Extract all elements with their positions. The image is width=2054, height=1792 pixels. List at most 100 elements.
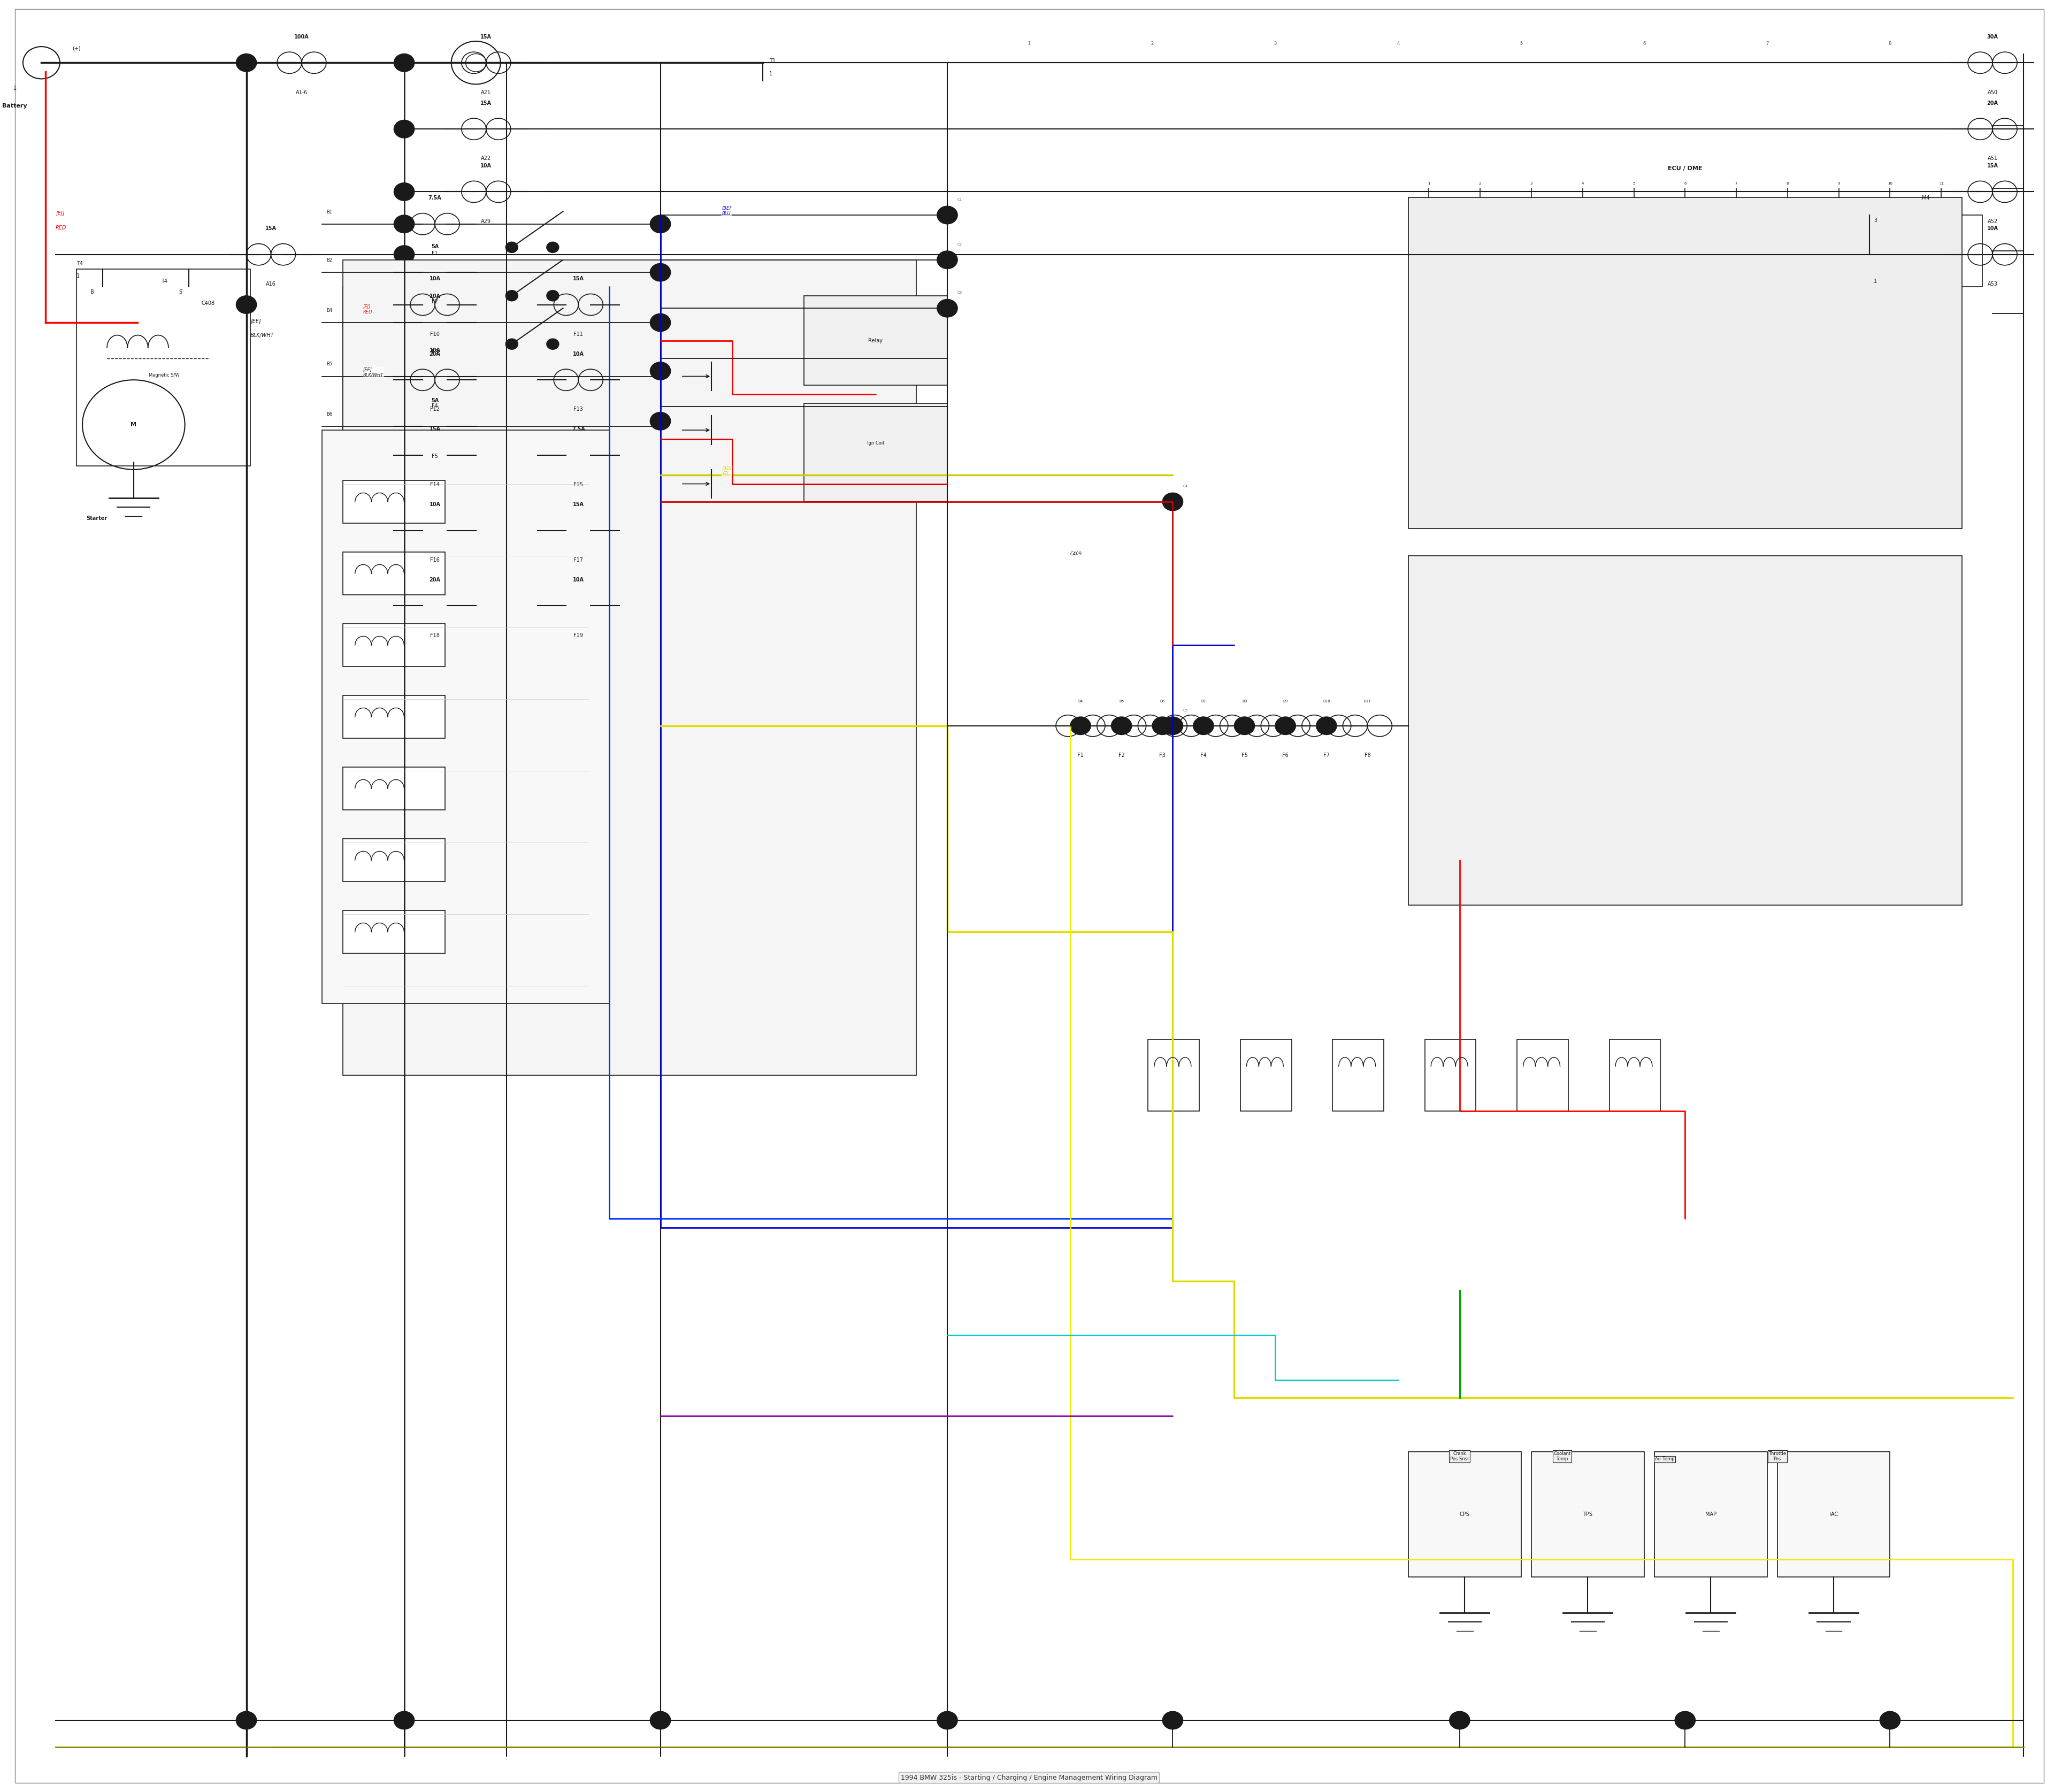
Text: C408: C408 xyxy=(201,301,216,306)
Circle shape xyxy=(1163,717,1183,735)
Text: Magnetic S/W: Magnetic S/W xyxy=(150,373,181,378)
Text: 10: 10 xyxy=(1888,183,1892,185)
Text: 11: 11 xyxy=(1939,183,1943,185)
Bar xyxy=(1653,1452,1766,1577)
Text: F2: F2 xyxy=(1117,753,1126,758)
Circle shape xyxy=(651,263,670,281)
Text: S: S xyxy=(179,290,183,296)
Bar xyxy=(1425,1039,1477,1111)
Text: A53: A53 xyxy=(1988,281,1999,287)
Text: 15A: 15A xyxy=(481,34,491,39)
Text: 20A: 20A xyxy=(429,351,440,357)
Text: B6: B6 xyxy=(327,412,333,418)
Text: 6: 6 xyxy=(1684,183,1686,185)
Text: 100A: 100A xyxy=(294,34,308,39)
Circle shape xyxy=(505,242,518,253)
Circle shape xyxy=(937,299,957,317)
Text: B6: B6 xyxy=(1161,701,1165,702)
Bar xyxy=(1518,1039,1569,1111)
Text: 3: 3 xyxy=(1873,219,1877,224)
Bar xyxy=(343,910,446,953)
Circle shape xyxy=(937,1711,957,1729)
Text: B8: B8 xyxy=(1243,701,1247,702)
Text: 20A: 20A xyxy=(1986,100,1999,106)
Text: 8: 8 xyxy=(1787,183,1789,185)
Text: F13: F13 xyxy=(573,407,583,412)
Bar xyxy=(1148,1039,1200,1111)
Text: 7.5A: 7.5A xyxy=(571,426,585,432)
Circle shape xyxy=(1193,717,1214,735)
Text: F12: F12 xyxy=(429,407,440,412)
Circle shape xyxy=(1674,1711,1695,1729)
Bar xyxy=(343,260,916,1075)
Circle shape xyxy=(505,339,518,349)
Text: [BD]
YEL: [BD] YEL xyxy=(721,466,731,477)
Text: Ign Coil: Ign Coil xyxy=(867,441,883,446)
Bar xyxy=(1532,1452,1643,1577)
Bar xyxy=(1777,1452,1890,1577)
Text: 10A: 10A xyxy=(1986,226,1999,231)
Text: B7: B7 xyxy=(1202,701,1206,702)
Bar xyxy=(1409,1452,1522,1577)
Text: 5A: 5A xyxy=(431,398,440,403)
Text: B1: B1 xyxy=(327,210,333,215)
Bar xyxy=(343,552,446,595)
Circle shape xyxy=(1317,717,1337,735)
Text: F4: F4 xyxy=(431,403,438,409)
Text: 1: 1 xyxy=(1027,41,1031,47)
Bar xyxy=(803,296,947,385)
Text: B: B xyxy=(90,290,94,296)
Text: 4: 4 xyxy=(1582,183,1584,185)
Text: B4: B4 xyxy=(327,308,333,314)
Text: F18: F18 xyxy=(429,633,440,638)
Circle shape xyxy=(394,54,415,72)
Text: 5: 5 xyxy=(1633,183,1635,185)
Circle shape xyxy=(236,296,257,314)
Circle shape xyxy=(394,1711,415,1729)
Text: 10A: 10A xyxy=(481,163,491,168)
Circle shape xyxy=(651,362,670,380)
Text: MAP: MAP xyxy=(1705,1512,1717,1516)
Text: F5: F5 xyxy=(431,453,438,459)
Circle shape xyxy=(546,290,559,301)
Bar xyxy=(322,430,610,1004)
Circle shape xyxy=(1163,493,1183,511)
Circle shape xyxy=(1111,717,1132,735)
Text: 20A: 20A xyxy=(429,577,440,582)
Text: B5: B5 xyxy=(327,362,333,367)
Text: C1: C1 xyxy=(957,199,963,201)
Text: 10A: 10A xyxy=(429,294,440,299)
Bar xyxy=(1333,1039,1384,1111)
Circle shape xyxy=(546,339,559,349)
Text: B9: B9 xyxy=(1284,701,1288,702)
Bar xyxy=(343,287,589,430)
Text: F1: F1 xyxy=(431,251,438,256)
Text: A21: A21 xyxy=(481,90,491,95)
Text: 3: 3 xyxy=(1273,41,1278,47)
Text: 10A: 10A xyxy=(573,577,583,582)
Bar xyxy=(343,480,446,523)
Circle shape xyxy=(394,120,415,138)
Text: 10A: 10A xyxy=(429,502,440,507)
Circle shape xyxy=(1879,1711,1900,1729)
Text: F15: F15 xyxy=(573,482,583,487)
Text: 9: 9 xyxy=(1838,183,1840,185)
Bar xyxy=(1241,1039,1292,1111)
Text: F16: F16 xyxy=(429,557,440,563)
Text: T1: T1 xyxy=(768,59,776,65)
Text: 5: 5 xyxy=(1520,41,1522,47)
Text: 2: 2 xyxy=(1479,183,1481,185)
Text: 4: 4 xyxy=(1397,41,1399,47)
Text: C2: C2 xyxy=(957,244,963,246)
Circle shape xyxy=(546,242,559,253)
Text: 3: 3 xyxy=(1530,183,1532,185)
Text: 8: 8 xyxy=(1888,41,1892,47)
Text: [EJ]
RED: [EJ] RED xyxy=(364,305,372,315)
Text: C409: C409 xyxy=(1070,552,1082,557)
Text: 10A: 10A xyxy=(429,348,440,353)
Text: ECU / DME: ECU / DME xyxy=(1668,167,1703,172)
Text: 1: 1 xyxy=(76,274,80,280)
Circle shape xyxy=(394,215,415,233)
Text: C5: C5 xyxy=(1183,710,1187,711)
Text: 1994 BMW 325is - Starting / Charging / Engine Management Wiring Diagram: 1994 BMW 325is - Starting / Charging / E… xyxy=(902,1774,1158,1781)
